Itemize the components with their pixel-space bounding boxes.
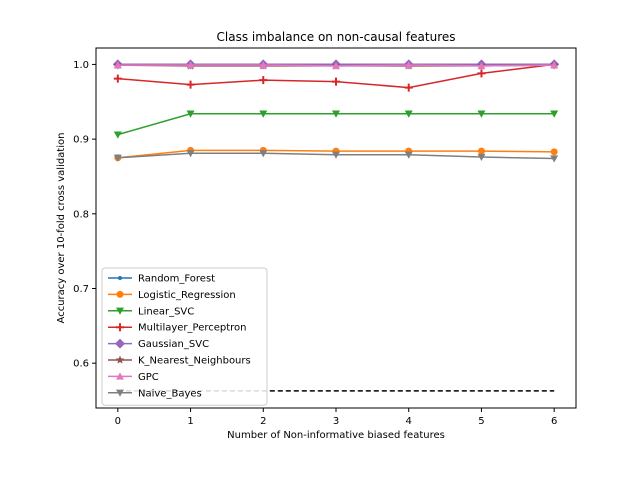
legend-label: Logistic_Regression — [138, 290, 236, 301]
legend-marker — [115, 355, 125, 364]
legend-entry: Random_Forest — [108, 274, 215, 285]
data-point — [259, 76, 268, 85]
legend-label: Random_Forest — [138, 274, 215, 285]
data-point — [113, 154, 122, 162]
legend-entry: Multilayer_Perceptron — [108, 323, 247, 334]
series-linear-svc — [113, 110, 559, 139]
y-tick-label: 0.9 — [73, 135, 89, 146]
data-point — [332, 77, 340, 86]
data-point — [332, 61, 340, 70]
legend-label: Naive_Bayes — [138, 388, 202, 399]
legend-marker — [116, 290, 124, 298]
x-tick-label: 2 — [260, 416, 266, 427]
data-point — [113, 61, 122, 69]
data-point — [113, 74, 122, 83]
data-point — [477, 61, 486, 70]
x-tick-label: 5 — [478, 416, 484, 427]
data-point — [404, 151, 413, 159]
x-tick-label: 1 — [187, 416, 193, 427]
y-axis: 0.6 0.7 0.8 0.9 1.0 — [73, 60, 96, 370]
legend-marker — [116, 372, 124, 380]
legend-entry: Naive_Bayes — [108, 388, 202, 399]
x-tick-label: 0 — [115, 416, 121, 427]
series-multilayer-perceptron — [113, 60, 559, 92]
data-point — [550, 61, 559, 69]
data-point — [259, 150, 268, 158]
legend-marker — [116, 307, 124, 315]
legend-marker — [118, 276, 122, 280]
data-point — [113, 131, 122, 139]
x-tick-label: 6 — [551, 416, 557, 427]
data-point — [477, 110, 486, 118]
legend-label: GPC — [138, 372, 159, 383]
legend-marker — [115, 338, 125, 349]
y-tick-label: 0.8 — [73, 209, 89, 220]
legend-entry: K_Nearest_Neighbours — [108, 355, 251, 367]
x-axis: 0 1 2 3 4 5 6 — [115, 408, 557, 427]
legend-entry: Linear_SVC — [108, 306, 194, 317]
data-point — [186, 110, 195, 118]
data-point — [404, 110, 413, 118]
y-tick-label: 1.0 — [73, 60, 89, 71]
legend-marker — [116, 323, 124, 332]
legend-label: Gaussian_SVC — [138, 339, 209, 350]
series-naive-bayes — [113, 150, 559, 163]
data-point — [404, 61, 413, 69]
legend-label: Multilayer_Perceptron — [138, 323, 247, 334]
legend-label: Linear_SVC — [138, 306, 194, 317]
data-point — [550, 148, 558, 156]
x-axis-label: Number of Non-informative biased feature… — [227, 430, 445, 441]
data-point — [477, 69, 486, 78]
legend-entry: GPC — [108, 372, 159, 383]
y-tick-label: 0.6 — [73, 359, 89, 370]
chart-title: Class imbalance on non-causal features — [217, 30, 456, 44]
legend-box — [101, 267, 268, 406]
y-tick-label: 0.7 — [73, 284, 89, 295]
data-point — [332, 110, 340, 118]
data-point — [259, 110, 268, 118]
data-point — [550, 155, 559, 163]
legend-entry: Logistic_Regression — [108, 290, 236, 301]
x-tick-label: 3 — [333, 416, 339, 427]
data-point — [332, 151, 340, 159]
data-point — [259, 61, 268, 69]
series-gpc — [113, 61, 559, 70]
legend: Random_Forest Logistic_Regression Linear_S… — [101, 267, 268, 406]
x-tick-label: 4 — [406, 416, 412, 427]
legend-entry: Gaussian_SVC — [108, 338, 209, 350]
data-point — [186, 80, 195, 89]
data-point — [550, 110, 559, 118]
plot-area — [95, 47, 577, 409]
data-point — [404, 83, 413, 92]
y-axis-label: Accuracy over 10-fold cross validation — [56, 133, 67, 324]
data-point — [186, 61, 195, 69]
data-point — [477, 153, 486, 162]
legend-marker — [116, 389, 124, 397]
data-point — [186, 150, 195, 158]
legend-label: K_Nearest_Neighbours — [138, 356, 251, 367]
data-point — [477, 147, 485, 155]
